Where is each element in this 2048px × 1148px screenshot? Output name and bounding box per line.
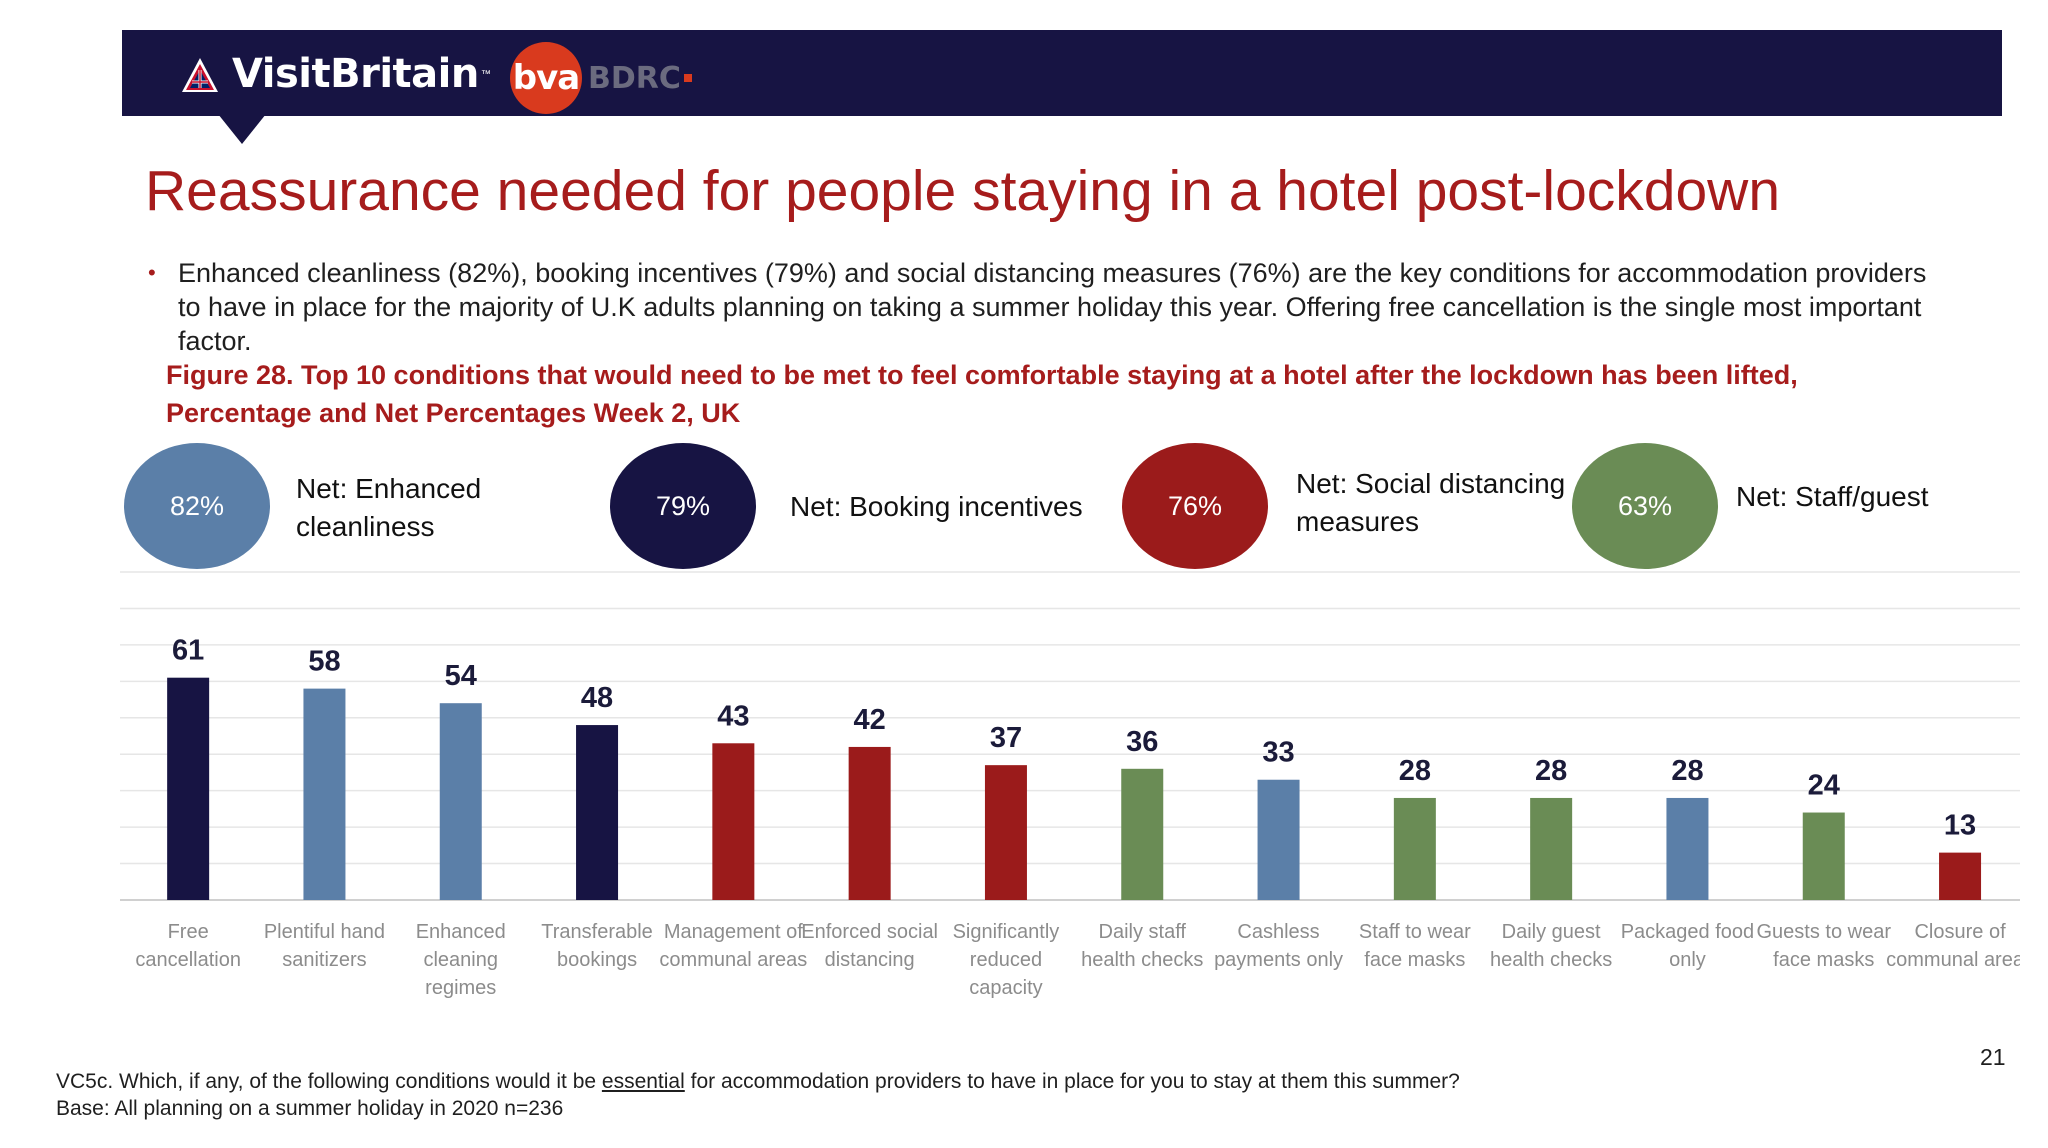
bar-chart: 61 Free cancellation 58 Plentiful hand saniti… bbox=[120, 560, 2020, 1020]
question-text-emphasis: essential bbox=[601, 1070, 685, 1093]
data-label: 28 bbox=[1535, 755, 1567, 787]
question-text-post: for accommodation providers to have in p… bbox=[684, 1070, 1460, 1093]
question-text-pre: VC5c. Which, if any, of the following co… bbox=[56, 1070, 602, 1093]
bar bbox=[1257, 779, 1300, 900]
bdrc-logo-dot bbox=[683, 74, 692, 82]
bva-logo-circle: bva bbox=[510, 42, 582, 114]
visitbritain-logo-text: VisitBritain bbox=[232, 51, 479, 97]
footnote: VC5c. Which, if any, of the following co… bbox=[56, 1068, 1460, 1122]
category-label: Enforced social distancing bbox=[801, 921, 938, 971]
bdrc-logo-text: BDRC bbox=[588, 60, 681, 96]
category-label: Packaged food only bbox=[1621, 921, 1754, 971]
bar bbox=[1939, 852, 1982, 900]
page-number: 21 bbox=[1980, 1044, 2006, 1070]
bva-bdrc-logo: bva BDRC bbox=[510, 42, 692, 114]
net-label-staff-guest: Net: Staff/guest bbox=[1736, 481, 1929, 512]
category-label: Guests to wear face masks bbox=[1756, 921, 1891, 971]
bar bbox=[848, 746, 891, 900]
category-label: Closure of communal areas bbox=[1886, 921, 2020, 971]
net-label-social-distancing: Net: Social distancing measures bbox=[1296, 468, 1566, 537]
bar bbox=[1666, 797, 1709, 900]
bar bbox=[303, 688, 346, 900]
summary-bullet: • Enhanced cleanliness (82%), booking in… bbox=[148, 256, 1948, 358]
bar-chart-svg: 61 Free cancellation 58 Plentiful hand saniti… bbox=[120, 571, 2020, 999]
data-label: 13 bbox=[1944, 810, 1976, 842]
figure-title: Figure 28. Top 10 conditions that would … bbox=[166, 360, 1798, 428]
visitbritain-logo: VisitBritain ™ bbox=[178, 46, 491, 102]
category-label: Plentiful hand sanitizers bbox=[264, 921, 385, 971]
data-label: 43 bbox=[717, 700, 749, 732]
data-label: 61 bbox=[172, 635, 204, 667]
data-label: 42 bbox=[854, 704, 886, 736]
header-banner-notch bbox=[218, 114, 266, 144]
question-text: VC5c. Which, if any, of the following co… bbox=[56, 1068, 1460, 1095]
data-label: 58 bbox=[308, 646, 340, 678]
header-banner bbox=[122, 30, 2002, 116]
category-label: Management of communal areas bbox=[659, 921, 807, 971]
data-label: 33 bbox=[1262, 737, 1294, 769]
net-circle-staff-guest: 63% bbox=[1572, 443, 1718, 569]
net-circle-cleanliness: 82% bbox=[124, 443, 270, 569]
bar bbox=[712, 743, 755, 900]
bar bbox=[1530, 797, 1573, 900]
data-label: 28 bbox=[1671, 755, 1703, 787]
category-label: Daily staff health checks bbox=[1081, 921, 1203, 971]
summary-bullet-text: Enhanced cleanliness (82%), booking ince… bbox=[178, 258, 1927, 356]
category-label: Enhanced cleaning regimes bbox=[416, 921, 506, 999]
union-flag-crown-icon bbox=[182, 58, 218, 92]
net-circle-booking: 79% bbox=[610, 443, 756, 569]
bar bbox=[1393, 797, 1436, 900]
bullet-marker: • bbox=[148, 260, 156, 285]
data-label: 36 bbox=[1126, 726, 1158, 758]
category-label: Significantly reduced capacity bbox=[953, 921, 1060, 999]
net-circle-social-distancing: 76% bbox=[1122, 443, 1268, 569]
bar bbox=[1121, 768, 1164, 900]
page-title: Reassurance needed for people staying in… bbox=[145, 159, 1781, 223]
category-label: Staff to wear face masks bbox=[1359, 921, 1471, 971]
data-label: 54 bbox=[445, 660, 477, 692]
bar bbox=[167, 677, 210, 900]
category-label: Cashless payments only bbox=[1214, 921, 1343, 971]
data-label: 37 bbox=[990, 722, 1022, 754]
bar bbox=[984, 765, 1027, 900]
base-text: Base: All planning on a summer holiday i… bbox=[56, 1097, 564, 1120]
net-label-cleanliness: Net: Enhanced cleanliness bbox=[296, 473, 482, 542]
trademark-mark: ™ bbox=[480, 68, 491, 80]
category-label: Daily guest health checks bbox=[1490, 921, 1612, 971]
data-label: 48 bbox=[581, 682, 613, 714]
data-label: 24 bbox=[1808, 770, 1840, 802]
category-label: Free cancellation bbox=[135, 921, 241, 971]
category-label: Transferable bookings bbox=[541, 921, 653, 971]
bar bbox=[1802, 812, 1845, 900]
bar bbox=[439, 703, 482, 900]
net-label-booking: Net: Booking incentives bbox=[790, 491, 1083, 522]
bar bbox=[576, 725, 619, 900]
data-label: 28 bbox=[1399, 755, 1431, 787]
